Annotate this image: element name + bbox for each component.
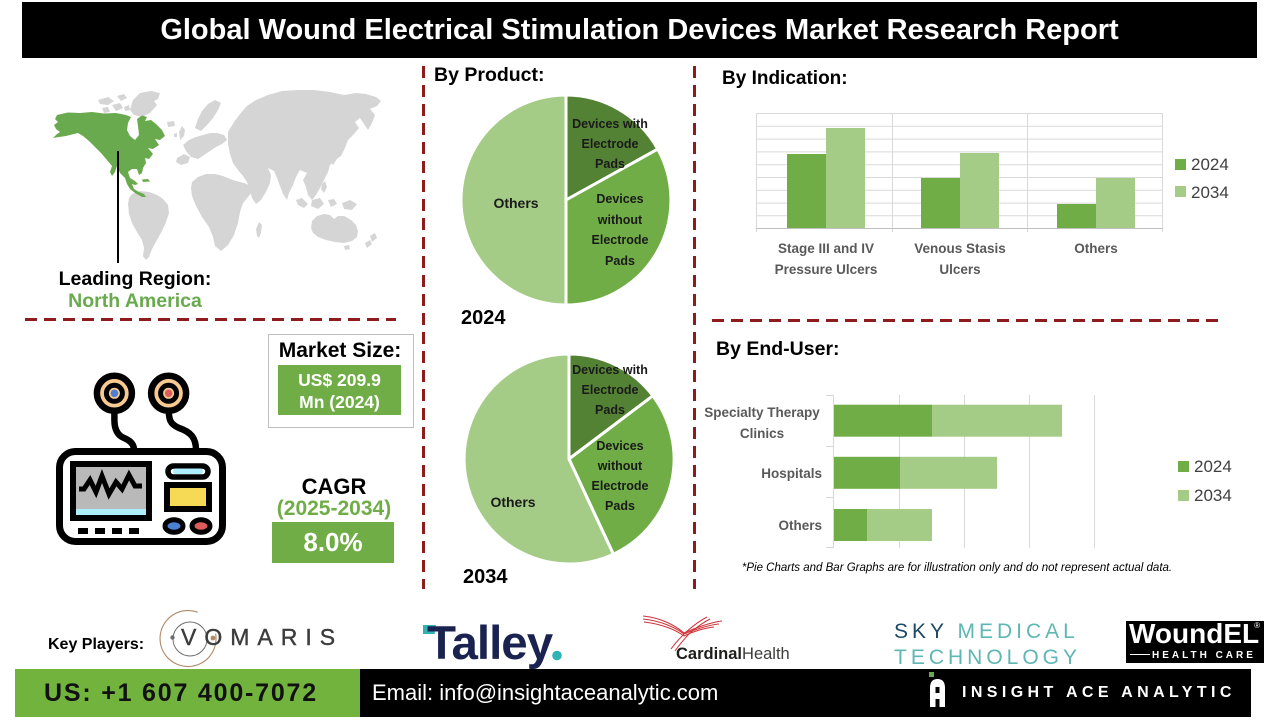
svg-text:VOMARIS: VOMARIS	[181, 624, 343, 650]
svg-text:Talley: Talley	[427, 617, 554, 670]
svg-text:CardinalHealth: CardinalHealth	[676, 645, 790, 663]
